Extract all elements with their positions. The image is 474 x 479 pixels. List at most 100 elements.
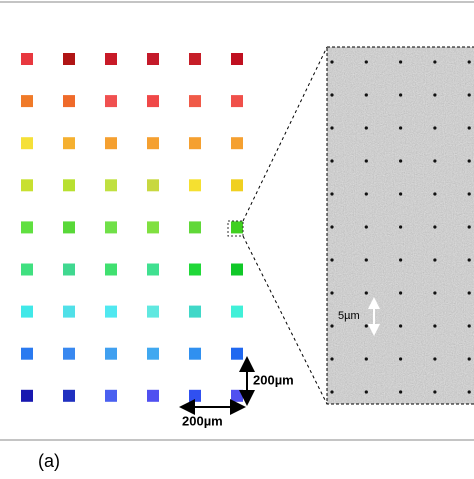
pattern-square [105,179,117,192]
pattern-square [63,389,75,402]
hole [467,324,471,328]
pattern-square [63,263,75,276]
pattern-square [147,263,159,276]
hole [467,258,471,262]
hole [364,225,368,229]
hole [364,291,368,295]
inset-border [326,46,474,405]
hole [399,291,403,295]
pattern-square [189,347,201,360]
pattern-square [189,389,201,402]
pattern-square [63,95,75,108]
pattern-square [105,347,117,360]
hole [364,126,368,130]
pattern-square [147,179,159,192]
hole [364,93,368,97]
hole [467,60,471,64]
hole [467,291,471,295]
hole [433,60,437,64]
hole [330,357,334,361]
pattern-square [21,389,33,402]
scale-label-horizontal: 200µm [182,413,223,428]
hole-array [330,60,471,394]
hole [330,390,334,394]
hole [467,159,471,163]
pattern-square [21,221,33,234]
hole [364,159,368,163]
pattern-square [105,95,117,108]
hole [467,93,471,97]
hole [467,225,471,229]
zoom-line [242,235,328,405]
hole [364,192,368,196]
square-array [21,53,243,402]
pattern-square [21,179,33,192]
pattern-square [147,389,159,402]
pattern-square [63,221,75,234]
hole [364,258,368,262]
hole [330,159,334,163]
hole [399,258,403,262]
panel-label: (a) [38,451,60,471]
hole [399,324,403,328]
pattern-square [147,347,159,360]
pattern-square [231,137,243,150]
pattern-square [189,137,201,150]
hole [399,357,403,361]
hole [433,159,437,163]
hole [433,225,437,229]
hole [467,390,471,394]
pattern-square [189,305,201,318]
pattern-square [105,221,117,234]
hole [364,390,368,394]
pattern-square [147,137,159,150]
hole [433,126,437,130]
pattern-square [231,347,243,360]
pattern-square [105,53,117,65]
hole [433,390,437,394]
pattern-square [63,305,75,318]
pattern-square [21,137,33,150]
pattern-square [189,53,201,65]
hole [467,192,471,196]
pattern-square [147,95,159,108]
pattern-square [231,221,243,234]
pattern-square [63,179,75,192]
hole [399,225,403,229]
pattern-square [189,179,201,192]
hole [330,291,334,295]
hole [433,324,437,328]
pattern-square [231,53,243,65]
hole [364,324,368,328]
pattern-square [189,221,201,234]
pattern-square [231,389,243,402]
pattern-square [105,389,117,402]
pattern-square [105,263,117,276]
hole [399,390,403,394]
highlight-box [227,220,244,237]
hole [330,126,334,130]
hole [433,258,437,262]
hole [433,93,437,97]
pattern-square [147,305,159,318]
hole [330,225,334,229]
hole [399,126,403,130]
hole [330,60,334,64]
pattern-square [21,347,33,360]
hole [364,60,368,64]
hole [433,192,437,196]
hole [399,159,403,163]
pattern-square [231,179,243,192]
pattern-square [189,95,201,108]
inset-scale-label: 5µm [338,310,360,322]
pattern-square [105,137,117,150]
pattern-square [63,137,75,150]
pattern-square [21,263,33,276]
hole [330,93,334,97]
hole [399,60,403,64]
hole [433,357,437,361]
pattern-square [189,263,201,276]
pattern-square [63,347,75,360]
hole [330,258,334,262]
